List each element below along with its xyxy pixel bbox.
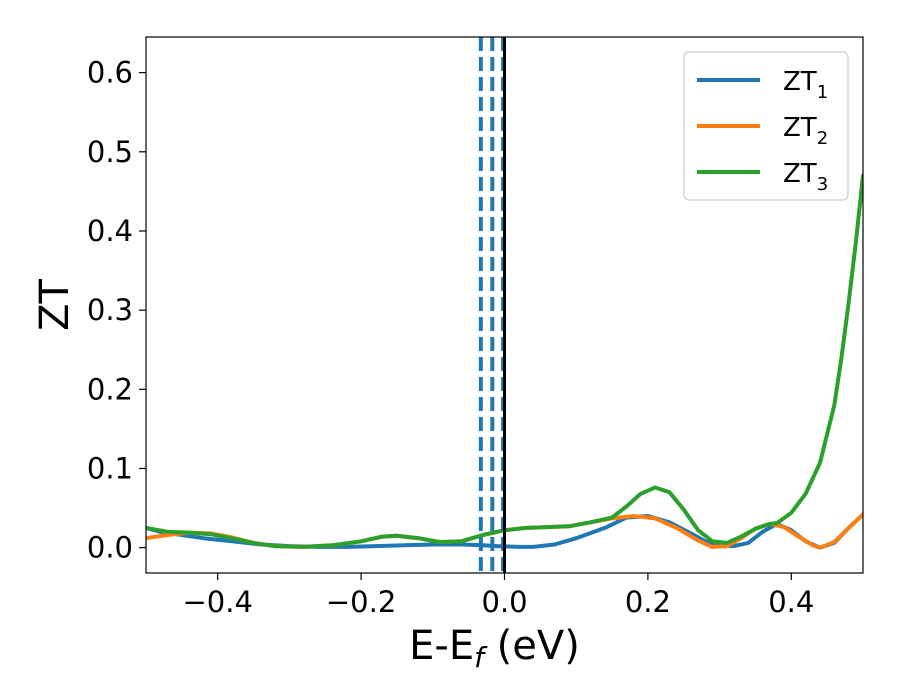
y-tick-label: 0.1 xyxy=(87,451,133,485)
y-tick-label: 0.0 xyxy=(87,531,133,565)
y-tick-label: 0.3 xyxy=(87,293,133,327)
x-tick-label: 0.4 xyxy=(768,585,814,619)
y-axis-label: ZT xyxy=(32,279,78,331)
plot-layer xyxy=(146,37,863,573)
x-axis-label-rest: (eV) xyxy=(484,623,580,669)
axes-layer: −0.4 −0.2 0.0 0.2 0.4 0.0 0.1 0.2 0.3 0.4 0.5 0.6 xyxy=(87,36,864,619)
legend-label-zt1: ZT1 xyxy=(783,67,828,103)
y-tick-label: 0.6 xyxy=(87,56,133,90)
x-axis-label-main: E-E xyxy=(409,623,474,669)
legend-label-zt3: ZT3 xyxy=(783,159,828,195)
legend-frame xyxy=(683,51,849,201)
y-tick-label: 0.4 xyxy=(87,214,133,248)
x-axis-label: E-Ef (eV) xyxy=(409,623,580,674)
y-tick-label: 0.5 xyxy=(87,135,133,169)
plot-area xyxy=(146,37,863,573)
legend: ZT1 ZT2 ZT3 xyxy=(683,51,849,201)
x-tick-label: 0.2 xyxy=(625,585,671,619)
legend-label-zt2: ZT2 xyxy=(783,113,828,149)
x-tick-label: −0.2 xyxy=(326,585,396,619)
x-tick-label: 0.0 xyxy=(481,585,527,619)
y-tick-label: 0.2 xyxy=(87,372,133,406)
x-tick-label: −0.4 xyxy=(182,585,252,619)
series-line-zt3 xyxy=(146,173,863,549)
